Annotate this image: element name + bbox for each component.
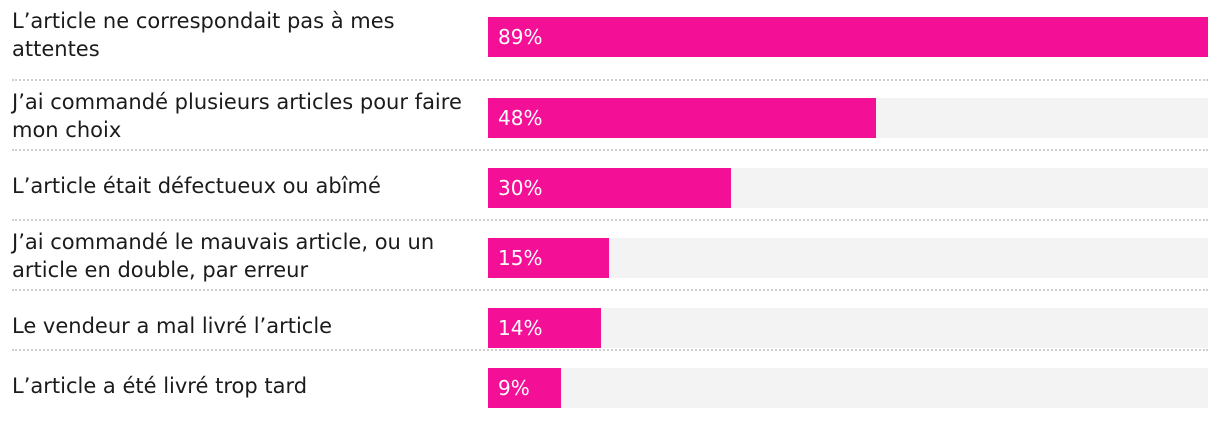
row-separator [12,149,1208,151]
bar [488,98,876,138]
data-label: 15% [498,246,543,270]
data-label: 9% [498,376,530,400]
bar-track: 15% [488,238,1208,278]
category-label-text: Le vendeur a mal livré l’article [12,314,333,338]
category-label-text: L’article a été livré trop tard [12,374,308,398]
category-label: L’article a été livré trop tard [12,351,474,421]
row-separator [12,79,1208,81]
category-label-text: L’article était défectueux ou abîmé [12,174,381,198]
data-label: 48% [498,106,543,130]
data-label: 89% [498,25,543,49]
category-label-text: L’article ne correspondait pas à mes att… [12,9,395,61]
chart-row: Le vendeur a mal livré l’article 14% [0,291,1220,361]
chart-row: J’ai commandé le mauvais article, ou un … [0,221,1220,291]
category-label: L’article était défectueux ou abîmé [12,151,474,221]
bar [488,238,609,278]
category-label: J’ai commandé le mauvais article, ou un … [12,221,474,291]
bar [488,168,731,208]
chart-row: L’article ne correspondait pas à mes att… [0,0,1220,70]
bar-track: 89% [488,17,1208,57]
bar-track: 14% [488,308,1208,348]
category-label: J’ai commandé plusieurs articles pour fa… [12,81,474,151]
chart-row: L’article a été livré trop tard 9% [0,351,1220,421]
row-separator [12,289,1208,291]
category-label: Le vendeur a mal livré l’article [12,291,474,361]
category-label: L’article ne correspondait pas à mes att… [12,0,474,70]
bar [488,368,561,408]
category-label-text: J’ai commandé le mauvais article, ou un … [12,230,435,282]
row-separator [12,219,1208,221]
bar [488,17,1208,57]
bar-track: 9% [488,368,1208,408]
row-separator [12,349,1208,351]
chart-row: L’article était défectueux ou abîmé 30% [0,151,1220,221]
chart-row: J’ai commandé plusieurs articles pour fa… [0,81,1220,151]
bar-track: 30% [488,168,1208,208]
data-label: 14% [498,316,543,340]
data-label: 30% [498,176,543,200]
category-label-text: J’ai commandé plusieurs articles pour fa… [12,90,462,142]
bar-track: 48% [488,98,1208,138]
bar [488,308,601,348]
